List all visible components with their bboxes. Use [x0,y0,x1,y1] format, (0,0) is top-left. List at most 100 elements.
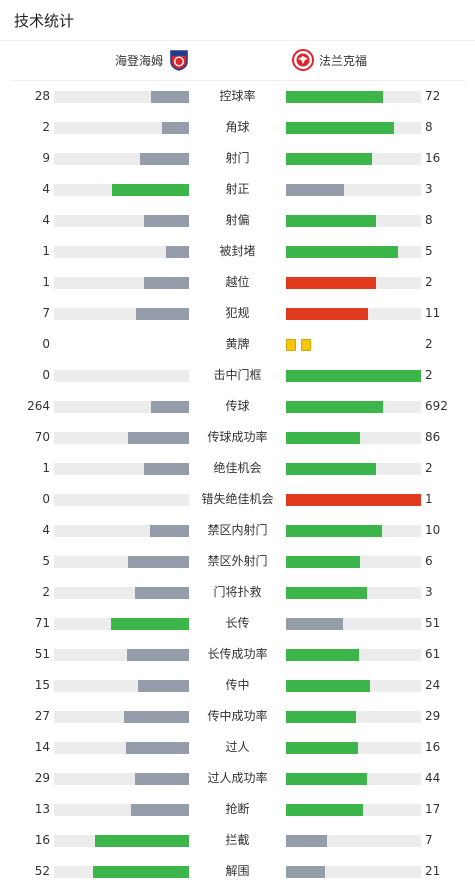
home-value: 1 [42,461,50,475]
away-bar-track [286,122,421,134]
away-bar-fill [286,494,421,506]
stat-row: 9 射门 16 [0,143,475,174]
team-header: 海登海姆 法兰克福 [0,40,475,80]
stat-label: 错失绝佳机会 [201,492,274,506]
away-bar-fill [286,370,421,382]
away-bar-fill [286,184,345,196]
stat-row: 0 击中门框 2 [0,360,475,391]
stat-row: 0 黄牌 2 [0,329,475,360]
away-value: 11 [425,306,441,320]
stat-label: 门将扑救 [213,585,262,599]
home-bar-track [54,277,189,289]
stat-row: 1 越位 2 [0,267,475,298]
home-bar-track [54,246,189,258]
away-value: 29 [425,709,441,723]
away-value: 72 [425,89,441,103]
home-bar-fill [144,215,189,227]
away-value: 61 [425,647,441,661]
away-bar-fill [286,277,377,289]
stat-label: 射正 [225,182,250,196]
stat-label: 越位 [225,275,250,289]
stat-row: 2 门将扑救 3 [0,577,475,608]
away-bar-fill [286,711,357,723]
home-value: 13 [34,802,50,816]
home-bar-fill [135,773,189,785]
home-bar-fill [137,680,189,692]
page-title: 技术统计 [14,12,75,30]
home-value: 28 [34,89,50,103]
away-value: 24 [425,678,441,692]
home-value: 1 [42,275,50,289]
home-value: 70 [34,430,50,444]
home-bar-track [54,91,189,103]
home-bar-track [54,649,189,661]
home-bar-track [54,525,189,537]
away-bar-fill [286,308,369,320]
home-bar-fill [162,122,189,134]
stat-row: 13 抢断 17 [0,794,475,825]
home-bar-fill [125,742,189,754]
stat-label: 传球成功率 [207,430,268,444]
away-bar-track [286,401,421,413]
away-bar-fill [286,680,370,692]
home-team[interactable]: 海登海姆 [115,40,190,80]
stat-label: 黄牌 [225,337,250,351]
away-bar-fill [286,866,326,878]
home-value: 14 [34,740,50,754]
away-value: 3 [425,585,433,599]
home-value: 0 [42,492,50,506]
away-bar-track [286,432,421,444]
away-value: 10 [425,523,441,537]
away-value: 8 [425,213,433,227]
stat-row: 15 传中 24 [0,670,475,701]
home-bar-fill [128,432,189,444]
home-value: 7 [42,306,50,320]
home-bar-track [54,432,189,444]
away-value: 2 [425,275,433,289]
home-bar-track [54,184,189,196]
stat-label: 拦截 [225,833,250,847]
away-bar-track [286,680,421,692]
home-value: 2 [42,120,50,134]
stat-row: 16 拦截 7 [0,825,475,856]
home-bar-track [54,401,189,413]
away-bar-fill [286,742,358,754]
yellow-card-icon [301,339,311,351]
away-bar-fill [286,91,384,103]
home-bar-fill [136,308,189,320]
away-bar-fill [286,835,327,847]
home-bar-fill [151,91,189,103]
away-bar-track [286,153,421,165]
home-value: 52 [34,864,50,878]
home-value: 9 [42,151,50,165]
away-value: 7 [425,833,433,847]
stat-row: 52 解围 21 [0,856,475,887]
home-bar-fill [128,556,189,568]
home-bar-track [54,804,189,816]
away-bar-track [286,866,421,878]
home-bar-track [54,773,189,785]
stat-row: 264 传球 692 [0,391,475,422]
stat-label: 传中成功率 [207,709,268,723]
away-bar-track [286,711,421,723]
stat-row: 27 传中成功率 29 [0,701,475,732]
away-bar-fill [286,649,359,661]
away-bar-track [286,463,421,475]
stat-row: 70 传球成功率 86 [0,422,475,453]
home-value: 16 [34,833,50,847]
stat-row: 71 长传 51 [0,608,475,639]
away-value: 16 [425,151,441,165]
home-bar-track [54,587,189,599]
away-bar-fill [286,153,373,165]
away-bar-track [286,835,421,847]
home-bar-track [54,618,189,630]
away-value: 2 [425,368,433,382]
away-value: 6 [425,554,433,568]
home-value: 51 [34,647,50,661]
home-value: 264 [27,399,50,413]
home-value: 0 [42,368,50,382]
away-value: 86 [425,430,441,444]
away-value: 5 [425,244,433,258]
away-bar-fill [286,773,367,785]
away-team[interactable]: 法兰克福 [292,40,367,80]
